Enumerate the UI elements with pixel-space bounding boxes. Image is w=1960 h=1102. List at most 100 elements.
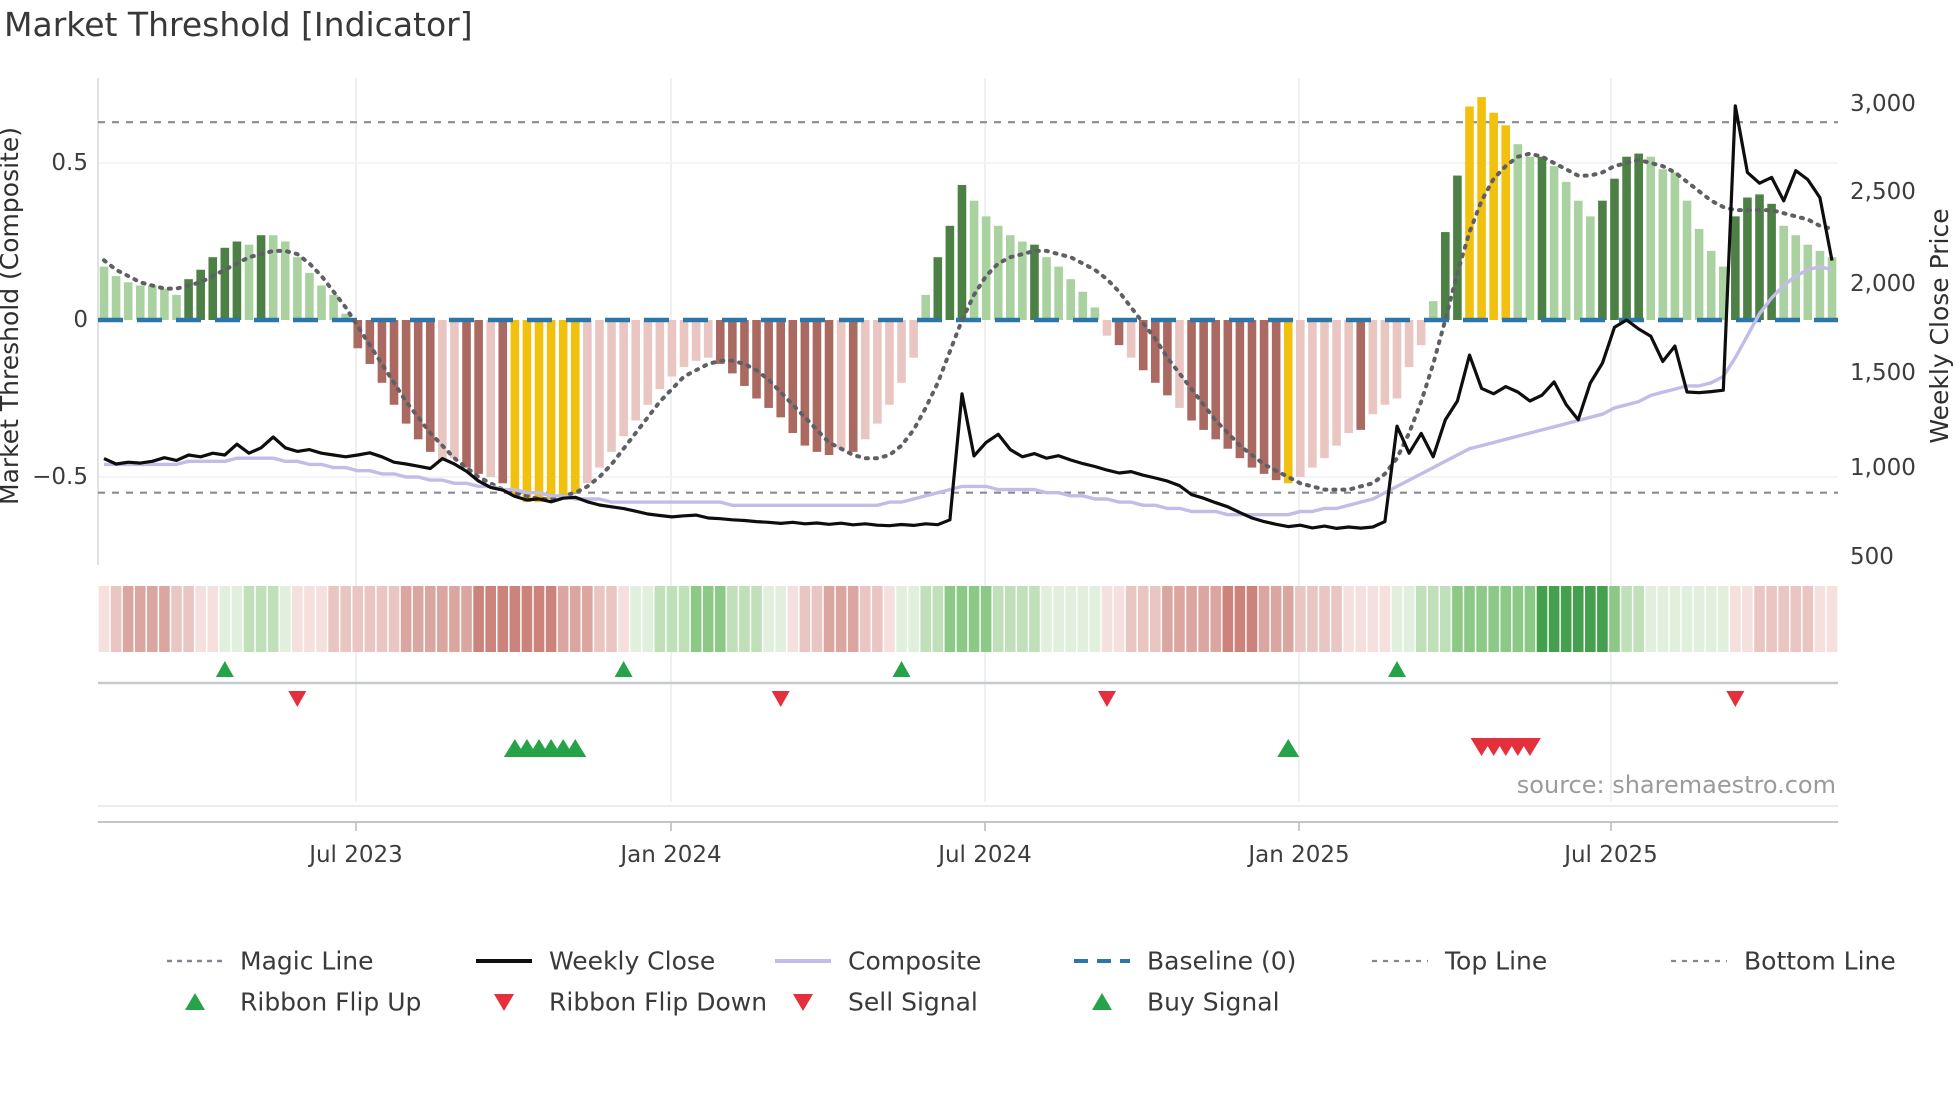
threshold-bar bbox=[1235, 320, 1245, 459]
threshold-bar bbox=[1066, 279, 1076, 320]
ribbon-flip-down-marker bbox=[1726, 691, 1745, 707]
ribbon-cell bbox=[1730, 586, 1741, 652]
ribbon-cell bbox=[1693, 586, 1705, 652]
threshold-bar bbox=[1815, 250, 1825, 320]
ribbon-cell bbox=[1125, 586, 1137, 652]
threshold-bar bbox=[619, 320, 628, 437]
ribbon-cell bbox=[1427, 586, 1439, 652]
threshold-bar bbox=[824, 320, 834, 456]
ribbon-flip-up-marker bbox=[215, 661, 234, 677]
threshold-bar bbox=[1356, 320, 1366, 430]
threshold-bar bbox=[1441, 232, 1450, 320]
ribbon-cell bbox=[243, 586, 255, 652]
ribbon-cell bbox=[1560, 586, 1572, 652]
ribbon-cell bbox=[1065, 586, 1077, 652]
threshold-bar bbox=[1296, 320, 1305, 477]
ribbon-cell bbox=[1415, 586, 1427, 652]
threshold-bar bbox=[1634, 153, 1643, 320]
ribbon-cell bbox=[1150, 586, 1161, 652]
legend-item-top-line: Top Line bbox=[1372, 947, 1547, 976]
threshold-bar bbox=[1090, 307, 1100, 320]
ribbon-flip-up-marker bbox=[1387, 661, 1406, 677]
x-tick-jan-2024: Jan 2024 bbox=[618, 842, 721, 868]
weekly-close-line bbox=[103, 104, 1834, 530]
ribbon-cell bbox=[424, 586, 436, 652]
right-tick-3000: 3,000 bbox=[1850, 91, 1916, 117]
magic-line bbox=[102, 151, 1834, 501]
ribbon-cell bbox=[811, 586, 823, 652]
ribbon-cell bbox=[1597, 586, 1608, 652]
threshold-bar bbox=[1610, 178, 1619, 320]
threshold-bar bbox=[425, 320, 435, 452]
threshold-bar bbox=[1320, 320, 1329, 459]
ribbon-cell bbox=[1307, 586, 1318, 652]
threshold-bar bbox=[1803, 244, 1813, 320]
legend-item-sell-signal: Sell Signal bbox=[793, 988, 978, 1017]
legend-item-ribbon-flip-up: Ribbon Flip Up bbox=[185, 988, 421, 1017]
ribbon-cell bbox=[304, 586, 315, 652]
threshold-bar bbox=[897, 320, 906, 383]
ribbon-cell bbox=[545, 586, 557, 652]
threshold-bar bbox=[1223, 320, 1233, 449]
threshold-bar bbox=[220, 247, 230, 320]
ribbon-cell bbox=[1681, 586, 1693, 652]
threshold-bar bbox=[1513, 144, 1523, 320]
threshold-bar bbox=[172, 294, 181, 320]
ribbon-cell bbox=[412, 586, 424, 652]
ribbon-cell bbox=[171, 586, 182, 652]
right-tick-2500: 2,500 bbox=[1850, 179, 1916, 205]
threshold-bar bbox=[679, 320, 689, 368]
threshold-bar bbox=[1138, 320, 1148, 371]
threshold-bar bbox=[993, 225, 1003, 320]
legend-item-buy-signal: Buy Signal bbox=[1092, 988, 1280, 1017]
threshold-bar bbox=[788, 320, 798, 434]
threshold-bar bbox=[1368, 320, 1378, 415]
threshold-bar bbox=[631, 320, 640, 421]
threshold-bar bbox=[99, 266, 109, 320]
ribbon-cell bbox=[751, 586, 762, 652]
threshold-bar bbox=[957, 184, 967, 320]
threshold-bar bbox=[1380, 320, 1390, 405]
threshold-bar bbox=[148, 285, 157, 320]
threshold-bar bbox=[1054, 266, 1063, 320]
ribbon-cell bbox=[533, 586, 545, 652]
legend-item-ribbon-flip-down: Ribbon Flip Down bbox=[494, 988, 767, 1017]
ribbon-cell bbox=[292, 586, 303, 652]
ribbon-cell bbox=[1295, 586, 1306, 652]
threshold-bar bbox=[1199, 320, 1208, 430]
signal-markers bbox=[98, 661, 1838, 757]
threshold-bar bbox=[232, 241, 242, 320]
ribbon-cell bbox=[159, 586, 170, 652]
threshold-bar bbox=[1477, 97, 1486, 320]
ribbon-cell bbox=[388, 586, 400, 652]
threshold-bar bbox=[945, 225, 955, 320]
ribbon-cell bbox=[1754, 586, 1765, 652]
ribbon-cell bbox=[1778, 586, 1789, 652]
triangle-down-icon bbox=[793, 994, 813, 1011]
threshold-bar bbox=[293, 257, 302, 320]
threshold-bars bbox=[99, 97, 1837, 503]
threshold-bar bbox=[1126, 320, 1136, 358]
ribbon-cell bbox=[727, 586, 738, 652]
threshold-bar bbox=[546, 320, 556, 499]
ribbon-cell bbox=[1403, 586, 1415, 652]
threshold-bar bbox=[776, 320, 786, 418]
ribbon-cell bbox=[896, 586, 907, 652]
ribbon-cell bbox=[1198, 586, 1209, 652]
ribbon-cell bbox=[1162, 586, 1173, 652]
ribbon-cell bbox=[582, 586, 593, 652]
ribbon-cell bbox=[98, 586, 110, 652]
threshold-bar bbox=[595, 320, 604, 468]
threshold-bar bbox=[208, 257, 218, 320]
ribbon-cell bbox=[1089, 586, 1101, 652]
ribbon-cell bbox=[763, 586, 774, 652]
right-tick-1500: 1,500 bbox=[1850, 360, 1916, 386]
legend-item-baseline: Baseline (0) bbox=[1074, 947, 1296, 976]
ribbon-cell bbox=[400, 586, 412, 652]
threshold-bar bbox=[341, 313, 350, 320]
source-credit: source: sharemaestro.com bbox=[1517, 771, 1836, 799]
threshold-bar bbox=[534, 320, 544, 503]
threshold-bar bbox=[510, 320, 520, 496]
page-title: Market Threshold [Indicator] bbox=[4, 5, 473, 44]
legend-item-weekly-close: Weekly Close bbox=[476, 947, 715, 976]
